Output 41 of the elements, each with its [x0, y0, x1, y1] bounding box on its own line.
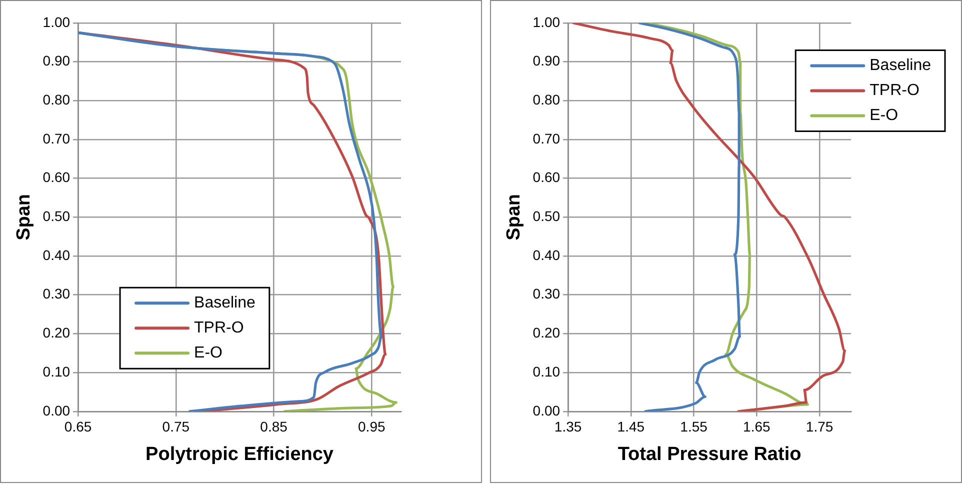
y-tick-label: 0.50	[532, 208, 560, 224]
x-tick-label: 1.35	[554, 418, 582, 435]
y-tick-label: 0.40	[42, 246, 70, 263]
y-tick-label: 0.30	[42, 286, 70, 302]
y-axis-title: Span	[504, 194, 525, 240]
y-tick-label: 0.70	[532, 130, 560, 146]
y-tick-label: 0.20	[532, 324, 560, 341]
legend-label: Baseline	[194, 294, 256, 312]
y-tick-label: 1.00	[532, 14, 560, 30]
y-tick-label: 0.30	[532, 286, 560, 302]
y-tick-label: 0.40	[532, 246, 560, 263]
y-tick-label: 0.80	[42, 92, 70, 108]
x-tick-label: 0.85	[260, 418, 288, 435]
x-tick-label: 0.65	[64, 418, 92, 435]
y-tick-label: 0.50	[42, 208, 70, 224]
x-tick-label: 0.95	[358, 418, 386, 435]
x-tick-label: 1.55	[680, 418, 708, 435]
legend-label: E-O	[870, 107, 898, 124]
legend-label: Baseline	[870, 57, 932, 74]
y-tick-label: 0.70	[42, 130, 70, 146]
y-tick-label: 0.90	[42, 52, 70, 69]
y-tick-label: 0.90	[532, 52, 560, 69]
legend-label: TPR-O	[870, 82, 920, 100]
y-tick-label: 0.60	[42, 169, 70, 186]
legend-label: TPR-O	[194, 320, 244, 337]
y-tick-label: 0.00	[42, 402, 70, 418]
x-tick-label: 1.45	[617, 418, 645, 435]
x-tick-label: 1.75	[806, 418, 834, 435]
x-axis-title: Polytropic Efficiency	[146, 444, 334, 465]
y-tick-label: 0.20	[42, 324, 70, 341]
y-tick-label: 0.00	[532, 402, 560, 418]
y-tick-label: 0.60	[532, 169, 560, 186]
legend-label: E-O	[194, 344, 222, 362]
y-tick-label: 0.80	[532, 92, 560, 108]
y-tick-label: 0.10	[42, 363, 70, 380]
y-axis-title: Span	[14, 194, 35, 240]
x-tick-label: 0.75	[162, 418, 190, 435]
x-axis-title: Total Pressure Ratio	[618, 444, 802, 465]
y-tick-label: 1.00	[42, 14, 70, 30]
x-tick-label: 1.65	[743, 418, 771, 435]
y-tick-label: 0.10	[532, 363, 560, 380]
